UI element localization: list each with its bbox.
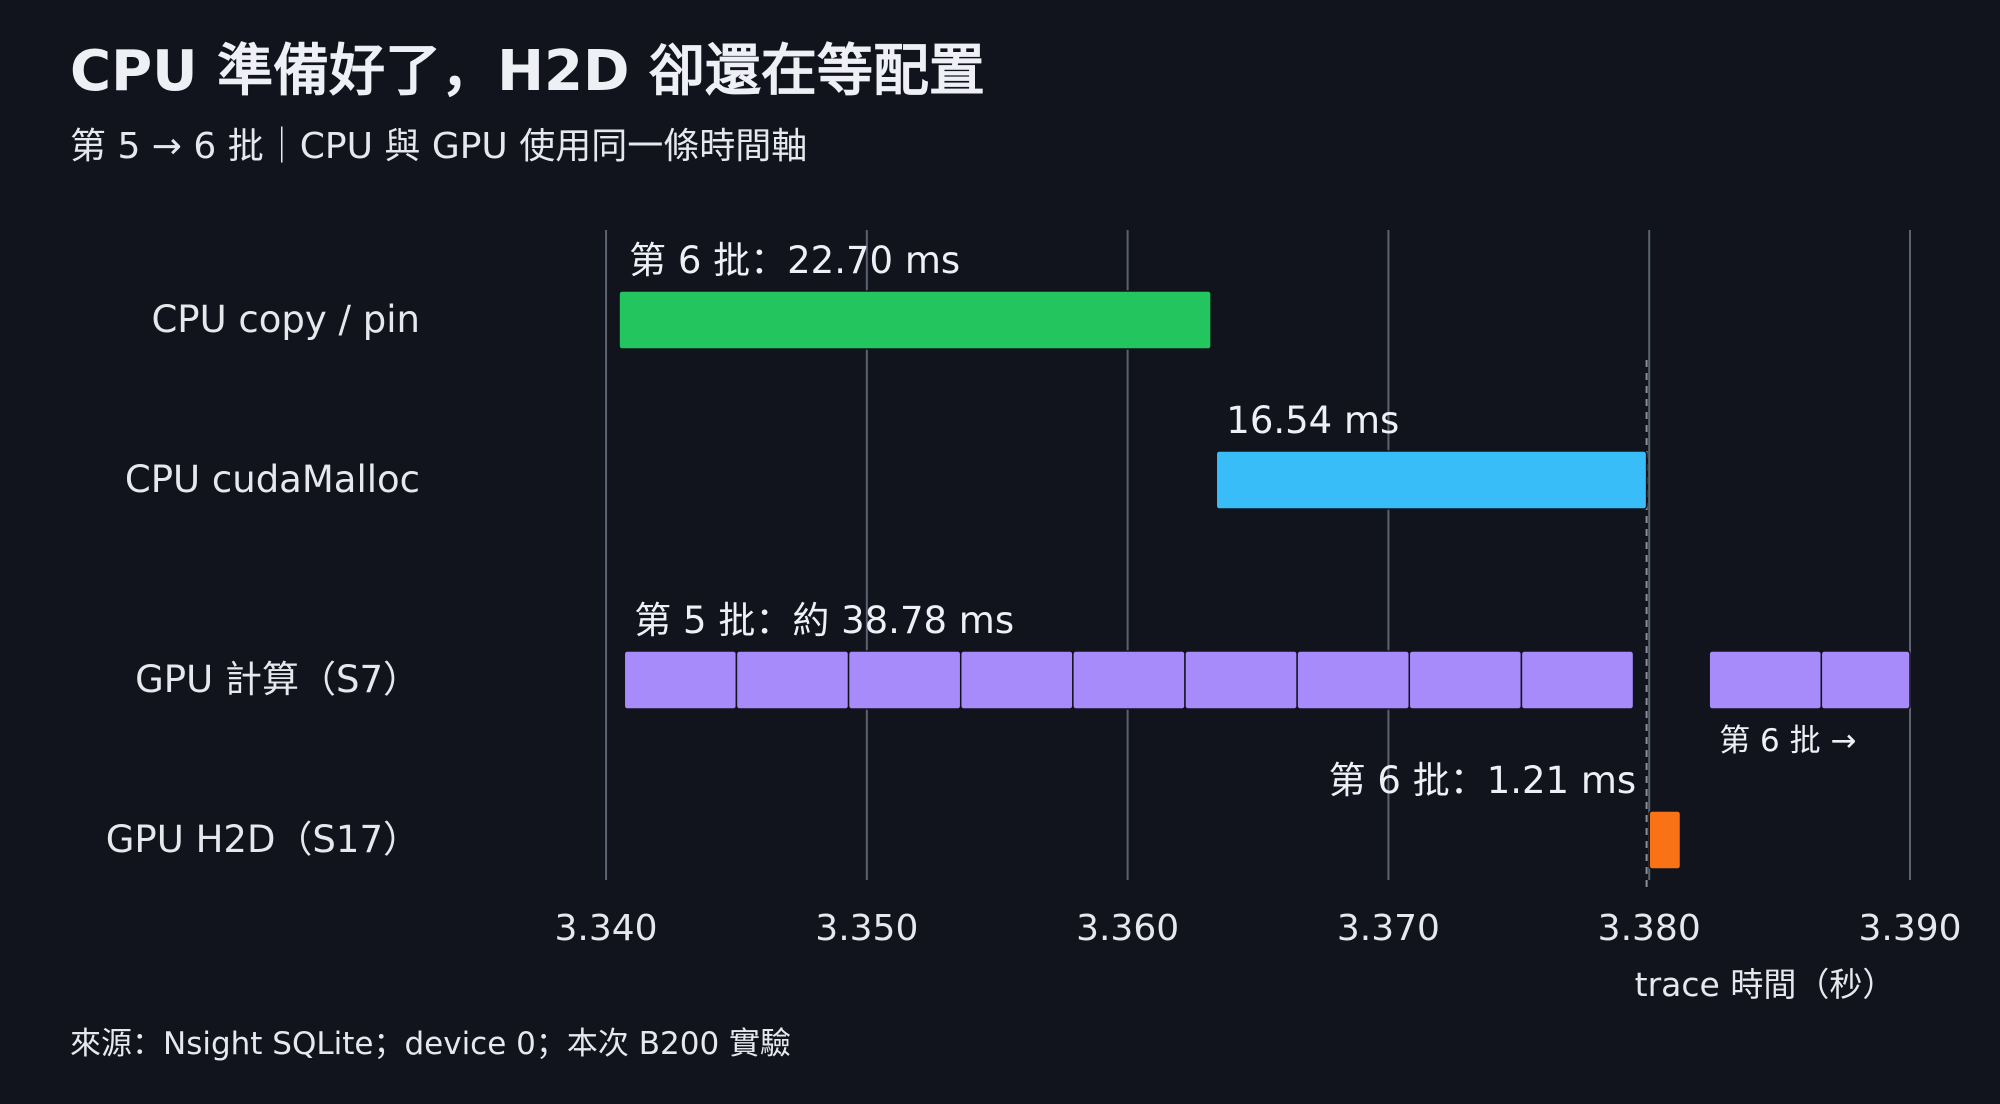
timeline-bar [1820, 650, 1911, 710]
row-label: CPU copy / pin [151, 298, 420, 341]
x-tick-label: 3.380 [1598, 908, 1701, 949]
footnote: 來源：Nsight SQLite；device 0；本次 B200 實驗 [70, 1026, 791, 1062]
x-tick-label: 3.390 [1858, 908, 1961, 949]
bar-annotation: 第 6 批 → [1719, 723, 1856, 759]
x-axis-ticks: 3.340 3.350 3.360 3.370 3.380 3.390 [555, 908, 1962, 949]
x-tick-label: 3.340 [555, 908, 658, 949]
timeline-bar [1215, 450, 1648, 510]
bar-annotation: 第 5 批：約 38.78 ms [634, 599, 1014, 642]
timeline-bar [1708, 650, 1823, 710]
labels-layer: CPU copy / pin 第 6 批：22.70 ms CPU cudaMall… [106, 239, 1857, 861]
row-label: GPU H2D（S17） [106, 818, 420, 861]
x-tick-label: 3.370 [1337, 908, 1440, 949]
x-axis-label: trace 時間（秒） [1635, 965, 1896, 1004]
timeline-bar [1520, 650, 1635, 710]
chart-subtitle: 第 5 → 6 批｜CPU 與 GPU 使用同一條時間軸 [70, 126, 807, 167]
bar-annotation: 第 6 批：1.21 ms [1329, 759, 1637, 802]
timeline-bar [1408, 650, 1523, 710]
bar-annotation: 16.54 ms [1226, 399, 1399, 442]
bar-annotation: 第 6 批：22.70 ms [629, 239, 960, 282]
x-tick-label: 3.350 [815, 908, 918, 949]
x-tick-label: 3.360 [1076, 908, 1179, 949]
timeline-bar [1072, 650, 1186, 710]
bars-layer [618, 290, 1911, 870]
timeline-bar [847, 650, 962, 710]
row-label: CPU cudaMalloc [125, 458, 420, 501]
timeline-bar [1184, 650, 1298, 710]
timeline-bar [959, 650, 1074, 710]
chart-title: CPU 準備好了，H2D 卻還在等配置 [70, 39, 985, 104]
timeline-bar [1296, 650, 1411, 710]
row-label: GPU 計算（S7） [135, 658, 420, 701]
timeline-bar [623, 650, 738, 710]
timeline-bar [618, 290, 1212, 350]
timeline-bar [1648, 810, 1682, 870]
timeline-bar [735, 650, 850, 710]
